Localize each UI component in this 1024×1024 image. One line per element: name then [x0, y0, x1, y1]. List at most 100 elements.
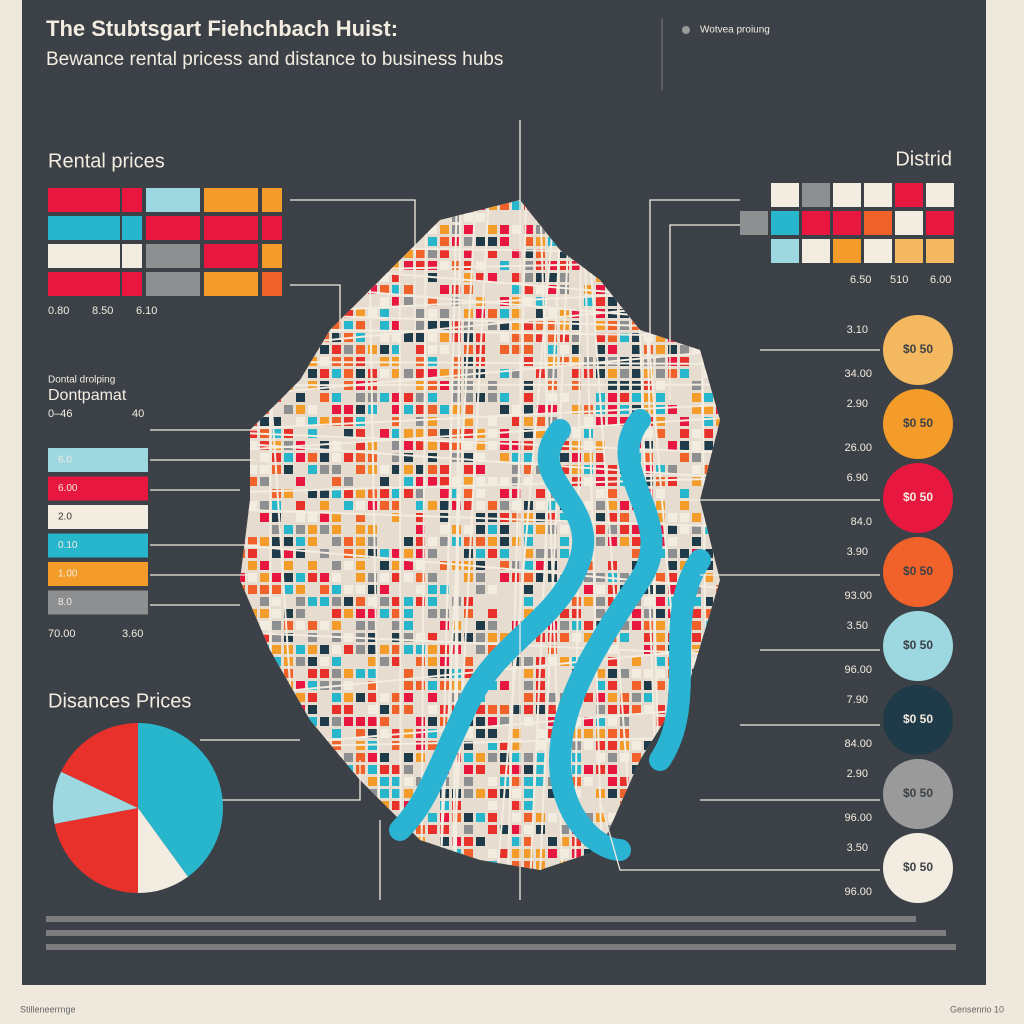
map-block	[500, 345, 509, 354]
map-block	[680, 441, 689, 450]
map-block	[464, 789, 473, 798]
map-block	[320, 717, 329, 726]
map-block	[404, 597, 413, 606]
map-block	[416, 657, 425, 666]
map-block	[344, 405, 353, 414]
map-block	[356, 717, 365, 726]
drop-bar	[48, 590, 148, 615]
map-block	[512, 849, 521, 858]
hub-value: 3.10	[847, 324, 868, 336]
map-block	[332, 609, 341, 618]
map-block	[692, 609, 701, 618]
map-block	[404, 645, 413, 654]
district-cell	[771, 211, 799, 235]
map-block	[296, 693, 305, 702]
map-block	[368, 681, 377, 690]
map-block	[428, 309, 437, 318]
map-block	[392, 609, 401, 618]
river	[389, 409, 711, 861]
map-block	[656, 465, 665, 474]
map-block	[392, 597, 401, 606]
map-block	[416, 573, 425, 582]
map-block	[416, 465, 425, 474]
map-block	[656, 405, 665, 414]
map-block	[656, 585, 665, 594]
map-block	[308, 621, 317, 630]
map-block	[596, 753, 605, 762]
map-block	[332, 645, 341, 654]
map-block	[332, 489, 341, 498]
map-block	[320, 525, 329, 534]
map-block	[284, 549, 293, 558]
map-block	[404, 633, 413, 642]
map-block	[260, 597, 269, 606]
map-block	[416, 249, 425, 258]
map-block	[488, 621, 497, 630]
map-block	[416, 561, 425, 570]
map-block	[620, 513, 629, 522]
map-block	[380, 645, 389, 654]
hub-value: 7.90	[847, 694, 868, 706]
map-block	[440, 609, 449, 618]
map-block	[500, 453, 509, 462]
map-block	[356, 429, 365, 438]
map-block	[356, 417, 365, 426]
map-block	[692, 537, 701, 546]
map-block	[416, 333, 425, 342]
map-block	[332, 717, 341, 726]
map-block	[380, 549, 389, 558]
map-block	[692, 597, 701, 606]
map-block	[512, 285, 521, 294]
map-block	[428, 297, 437, 306]
hub-label: $0 50	[903, 638, 933, 652]
map-block	[452, 369, 461, 378]
hub-value: 84.0	[851, 516, 872, 528]
scale-label: 70.00	[48, 628, 76, 640]
map-block	[464, 825, 473, 834]
map-block	[344, 753, 353, 762]
map-block	[680, 501, 689, 510]
map-block	[596, 609, 605, 618]
district-cell	[802, 211, 830, 235]
drop-bar	[48, 505, 148, 529]
map-block	[608, 789, 617, 798]
map-block	[272, 513, 281, 522]
map-block	[704, 573, 713, 582]
map-block	[344, 477, 353, 486]
map-block	[416, 537, 425, 546]
map-block	[440, 813, 449, 822]
map-block	[356, 621, 365, 630]
map-block	[500, 549, 509, 558]
map-block	[524, 345, 533, 354]
map-block	[608, 297, 617, 306]
map-block	[272, 585, 281, 594]
section-subtitle: Dontpamat	[48, 387, 127, 404]
drop-bar-label: 0.10	[58, 540, 78, 551]
map-block	[380, 321, 389, 330]
map-block	[392, 441, 401, 450]
district-cell	[740, 183, 768, 207]
map-block	[668, 369, 677, 378]
map-block	[404, 369, 413, 378]
map-block	[500, 681, 509, 690]
map-block	[500, 369, 509, 378]
map-block	[560, 345, 569, 354]
map-block	[392, 741, 401, 750]
map-block	[464, 429, 473, 438]
map-block	[368, 489, 377, 498]
map-block	[500, 429, 509, 438]
hub-value: 3.50	[847, 842, 868, 854]
map-block	[620, 333, 629, 342]
map-block	[284, 633, 293, 642]
map-block	[608, 417, 617, 426]
map-block	[332, 537, 341, 546]
section-title: Rental prices	[48, 150, 165, 172]
hub-circle	[883, 685, 953, 755]
map-block	[272, 501, 281, 510]
hub-value: 96.00	[844, 886, 872, 898]
hub-value: 2.90	[847, 398, 868, 410]
map-block	[668, 405, 677, 414]
map-block	[704, 597, 713, 606]
map-block	[476, 261, 485, 270]
map-block	[368, 657, 377, 666]
